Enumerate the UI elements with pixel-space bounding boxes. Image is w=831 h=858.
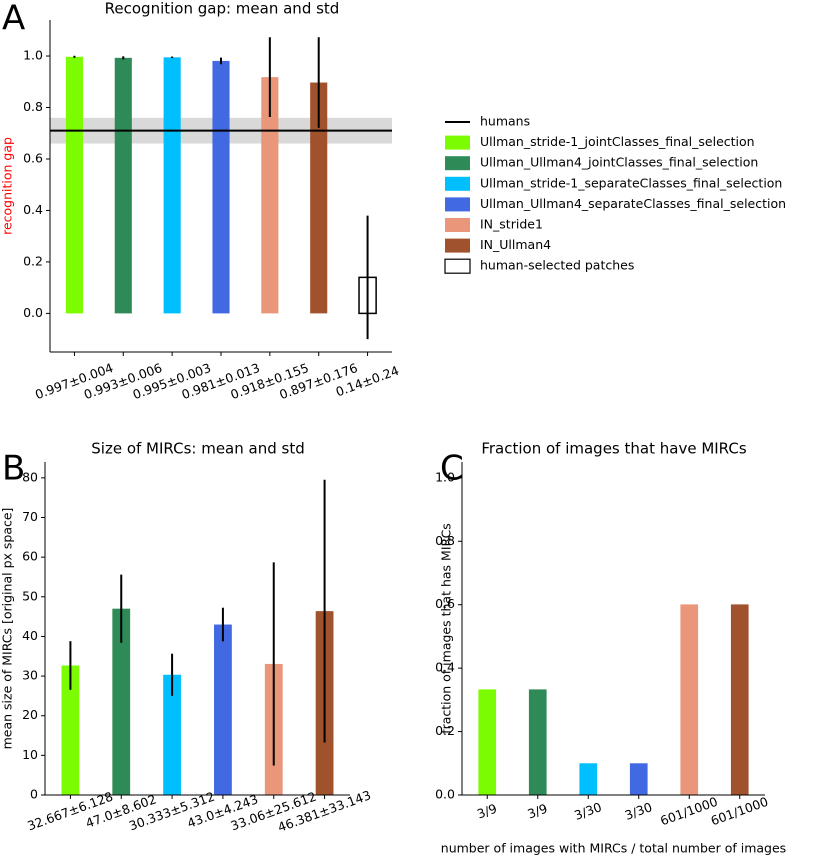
bar (730, 604, 749, 795)
y-tick-label: 1.0 (23, 48, 43, 63)
y-tick-label: 50 (22, 588, 38, 603)
x-tick-label: 3/9 (525, 801, 549, 822)
legend-label: human-selected patches (480, 258, 634, 273)
bar (261, 77, 279, 314)
bar (629, 763, 648, 795)
legend-swatch (445, 218, 470, 232)
legend-label: Ullman_stride-1_jointClasses_final_selec… (480, 134, 755, 149)
bar (310, 82, 328, 314)
y-tick-label: 80 (22, 469, 38, 484)
x-tick-label: 3/9 (475, 801, 499, 822)
y-tick-label: 0.8 (435, 533, 455, 548)
y-tick-label: 40 (22, 628, 38, 643)
y-tick-label: 10 (22, 747, 38, 762)
x-tick-label: 3/30 (572, 799, 604, 823)
y-axis-label: mean size of MIRCs [original px space] (0, 508, 15, 750)
chart-title: Recognition gap: mean and std (105, 0, 340, 18)
y-tick-label: 20 (22, 707, 38, 722)
bar (212, 60, 230, 314)
legend-label: Ullman_stride-1_separateClasses_final_se… (480, 175, 782, 190)
y-axis-label: recognition gap (0, 137, 15, 235)
legend-swatch (445, 156, 470, 171)
y-tick-label: 1.0 (435, 469, 455, 484)
y-tick-label: 30 (22, 668, 38, 683)
chart-title: Fraction of images that have MIRCs (481, 440, 746, 458)
y-tick-label: 0.4 (23, 202, 43, 217)
y-tick-label: 70 (22, 509, 38, 524)
y-tick-label: 60 (22, 549, 38, 564)
y-tick-label: 0.2 (23, 253, 43, 268)
bar (163, 57, 181, 314)
bar (65, 56, 83, 314)
bar (680, 604, 699, 795)
bar (478, 689, 497, 795)
panel-label: C (440, 449, 464, 489)
y-axis-label: fraction of images that has MIRCs (439, 523, 454, 734)
y-tick-label: 0.6 (23, 150, 43, 165)
legend-label: Ullman_Ullman4_jointClasses_final_select… (480, 155, 758, 170)
legend-label: humans (480, 114, 530, 129)
bar (163, 674, 181, 795)
legend-label: IN_stride1 (480, 217, 543, 232)
bar (61, 665, 80, 795)
panel-label: B (2, 449, 25, 489)
legend-label: IN_Ullman4 (480, 237, 551, 252)
y-tick-label: 0.4 (435, 660, 455, 675)
x-tick-label: 3/30 (623, 799, 655, 823)
y-tick-label: 0.6 (435, 596, 455, 611)
legend-swatch (445, 238, 470, 253)
bar (112, 608, 131, 795)
x-axis-label: number of images with MIRCs / total numb… (441, 841, 786, 856)
chart-title: Size of MIRCs: mean and std (91, 440, 304, 458)
y-tick-label: 0 (30, 787, 38, 802)
legend-swatch (444, 258, 471, 274)
y-tick-label: 0.0 (435, 787, 455, 802)
y-tick-label: 0.8 (23, 99, 43, 114)
y-tick-label: 0.2 (435, 723, 455, 738)
y-tick-label: 0.0 (23, 305, 43, 320)
legend-label: Ullman_Ullman4_separateClasses_final_sel… (480, 196, 786, 211)
panel-label: A (2, 0, 25, 39)
legend-swatch (445, 176, 470, 191)
legend-swatch (445, 135, 470, 150)
legend-swatch (445, 197, 470, 212)
bar (114, 57, 132, 314)
bar (214, 624, 232, 795)
bar (528, 689, 547, 795)
bar (579, 763, 598, 795)
